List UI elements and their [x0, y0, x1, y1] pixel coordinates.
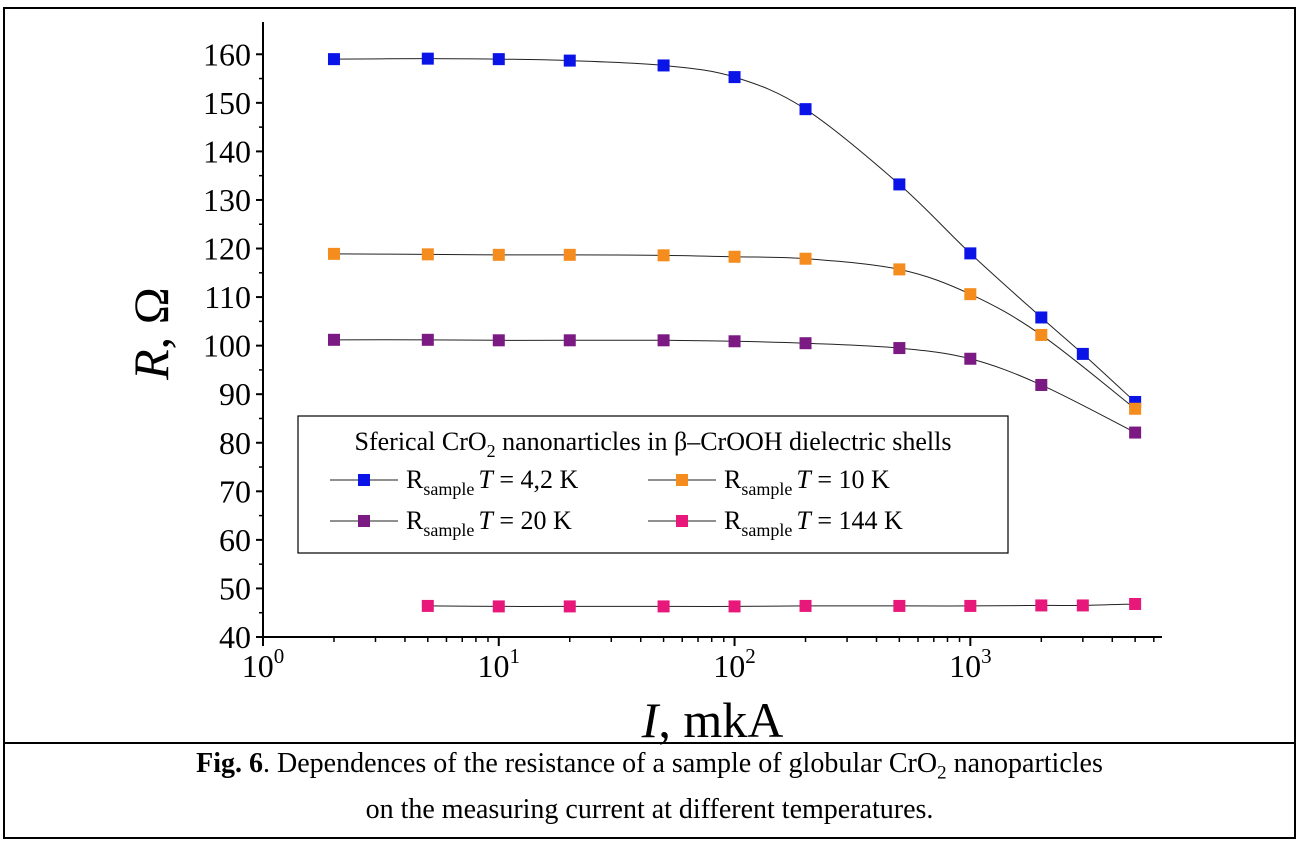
data-point — [964, 599, 977, 612]
data-point — [799, 599, 812, 612]
data-point — [799, 103, 812, 116]
caption-text-before: . Dependences of the resistance of a sam… — [263, 748, 938, 779]
data-point — [728, 335, 741, 348]
data-point — [421, 248, 434, 261]
y-tick-label: 90 — [219, 376, 251, 412]
x-tick-label: 103 — [949, 644, 992, 684]
data-point — [657, 249, 670, 262]
data-point — [893, 342, 906, 355]
series-line — [333, 58, 1136, 403]
x-axis-label: I, mkA — [641, 692, 784, 745]
data-point — [657, 334, 670, 347]
data-point — [1035, 311, 1048, 324]
legend: Sferical CrO2 nanonarticles in β–CrOOH d… — [297, 415, 1009, 554]
figure-frame — [3, 7, 1296, 839]
data-point — [799, 252, 812, 265]
chart: 40 50 60 70 80 90 100 110 120 130 140 150 160 100 101 1… — [123, 22, 1162, 745]
data-point — [327, 53, 340, 66]
legend-label: Rsample T = 20 K — [406, 506, 572, 540]
y-tick-label: 140 — [203, 133, 251, 169]
caption-line-2: on the measuring current at different te… — [365, 793, 934, 825]
axes — [256, 22, 1162, 646]
legend-marker — [358, 474, 370, 486]
data-point — [964, 247, 977, 260]
caption-sub: 2 — [937, 762, 947, 784]
y-tick-label: 150 — [203, 85, 251, 121]
data-point — [728, 71, 741, 84]
y-tick-label: 100 — [203, 328, 251, 364]
y-tick-label: 130 — [203, 182, 251, 218]
data-point — [728, 600, 741, 613]
data-point — [893, 599, 906, 612]
data-point — [1129, 426, 1142, 439]
series-line — [333, 253, 1136, 410]
x-tick-label: 100 — [242, 644, 285, 684]
y-tick-label: 50 — [219, 570, 251, 606]
legend-label: Rsample T = 10 K — [724, 465, 890, 499]
data-point — [421, 333, 434, 346]
legend-marker — [358, 515, 370, 527]
data-point — [563, 54, 576, 67]
caption-fig-label: Fig. 6 — [196, 748, 263, 779]
legend-title: Sferical CrO2 nanonarticles in β–CrOOH d… — [355, 427, 952, 461]
data-point — [893, 263, 906, 276]
y-tick-label: 160 — [203, 36, 251, 72]
figure-caption: Fig. 6. Dependences of the resistance of… — [5, 746, 1294, 828]
data-point — [1076, 347, 1089, 360]
data-point — [492, 600, 505, 613]
data-point — [893, 178, 906, 191]
caption-line-1: Fig. 6. Dependences of the resistance of… — [5, 746, 1294, 792]
data-point — [964, 352, 977, 365]
data-point — [563, 334, 576, 347]
legend-label: Rsample T = 4,2 K — [406, 465, 578, 499]
data-point — [657, 59, 670, 72]
data-point — [1035, 378, 1048, 391]
data-point — [657, 600, 670, 613]
legend-marker — [676, 515, 688, 527]
legend-marker — [676, 474, 688, 486]
y-axis-label: R, Ω — [123, 287, 179, 381]
y-tick-label: 60 — [219, 522, 251, 558]
y-tick-label: 40 — [219, 619, 251, 655]
data-point — [492, 248, 505, 261]
data-point — [327, 247, 340, 260]
data-point — [1035, 599, 1048, 612]
data-point — [327, 333, 340, 346]
series-points — [327, 52, 1142, 613]
y-tick-label: 120 — [203, 231, 251, 267]
x-tick-label: 101 — [478, 644, 521, 684]
y-tick-label: 70 — [219, 473, 251, 509]
series-line — [427, 603, 1136, 607]
x-tick-label: 102 — [713, 644, 756, 684]
data-point — [421, 52, 434, 65]
data-point — [1129, 402, 1142, 415]
data-point — [1129, 597, 1142, 610]
caption-text-after: nanoparticles — [946, 748, 1103, 779]
legend-box — [297, 415, 1009, 554]
y-tick-label: 110 — [204, 279, 251, 315]
y-tick-label: 80 — [219, 425, 251, 461]
data-point — [964, 288, 977, 301]
data-point — [563, 600, 576, 613]
data-point — [1076, 599, 1089, 612]
data-point — [799, 337, 812, 350]
data-point — [1035, 328, 1048, 341]
legend-label: Rsample T = 144 K — [724, 506, 903, 540]
data-point — [563, 248, 576, 261]
data-point — [492, 53, 505, 66]
data-point — [728, 250, 741, 263]
axis-labels: 40 50 60 70 80 90 100 110 120 130 140 150 160 100 101 1… — [123, 36, 992, 745]
caption-divider — [3, 742, 1296, 744]
data-point — [492, 334, 505, 347]
data-point — [421, 599, 434, 612]
